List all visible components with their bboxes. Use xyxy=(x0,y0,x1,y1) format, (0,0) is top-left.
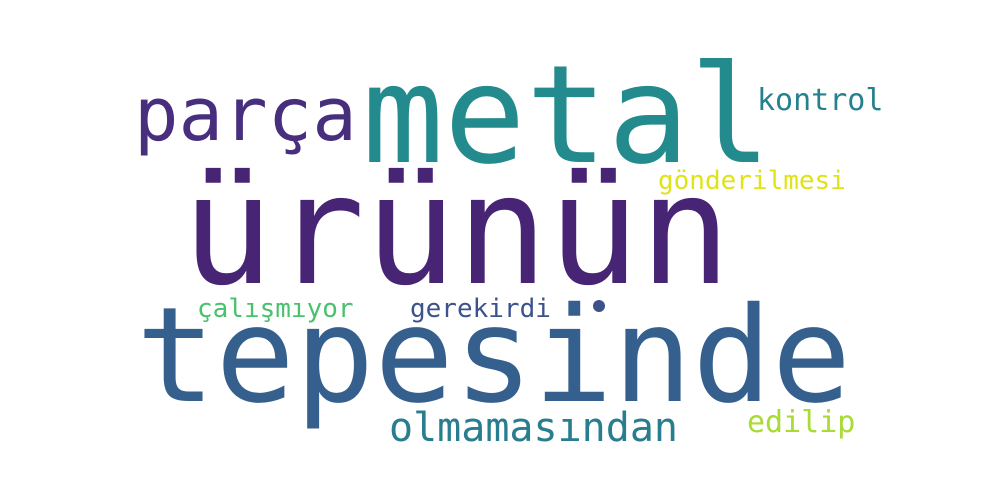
word-kontrol: kontrol xyxy=(757,83,884,118)
word-tepesinde: tepesinde xyxy=(136,279,852,433)
dot-mark xyxy=(593,300,605,312)
word-olmamasindan: olmamasından xyxy=(389,405,678,451)
word-gonderilmesi: gönderilmesi xyxy=(658,166,846,196)
word-gerekirdi: gerekirdi xyxy=(410,294,551,324)
word-urunun: ürünün xyxy=(182,142,732,319)
word-metal: metal xyxy=(362,37,772,195)
word-parca: parça xyxy=(134,72,357,158)
word-calismiyor: çalışmıyor xyxy=(197,294,354,324)
word-edilip: edilip xyxy=(747,405,856,440)
